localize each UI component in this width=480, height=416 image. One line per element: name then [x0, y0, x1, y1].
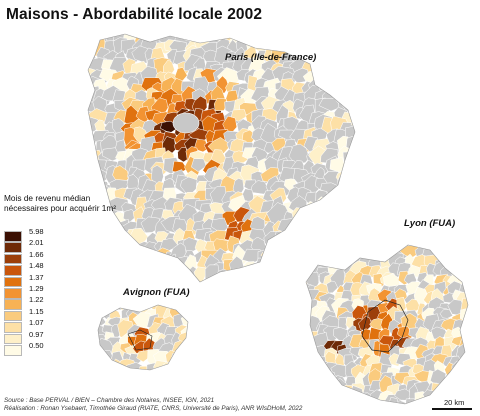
paris-region-outline	[87, 33, 356, 283]
lyon-area-outline	[305, 244, 469, 405]
avignon-area-outline	[97, 304, 189, 371]
paris-municipalities	[88, 34, 355, 282]
paris-map-label: Paris (Ile-de-France)	[225, 52, 317, 63]
paris-city-core	[172, 112, 200, 134]
lyon-core-outline	[361, 299, 409, 353]
legend-title: Mois de revenu médian nécessaires pour a…	[4, 193, 117, 214]
legend-break-label: 1.29	[29, 284, 44, 293]
legend-break-label: 0.97	[29, 329, 44, 339]
legend-break-label: 0.50	[29, 341, 44, 350]
legend-swatch	[4, 253, 22, 265]
legend-break-label: 1.22	[29, 295, 44, 305]
scale-label: 20 km	[444, 398, 465, 407]
legend-swatch	[4, 310, 22, 322]
legend-swatch	[4, 333, 22, 345]
legend-swatch	[4, 299, 22, 310]
legend-swatch	[4, 322, 22, 333]
legend-swatch	[4, 265, 22, 276]
map-title: Maisons - Abordabilité locale 2002	[6, 6, 263, 23]
legend-break-label: 1.66	[29, 249, 44, 259]
legend-swatch	[4, 242, 22, 253]
legend-swatch	[4, 345, 22, 356]
avignon-municipalities	[98, 305, 188, 370]
scale-bar	[432, 408, 472, 410]
avignon-map-label: Avignon (FUA)	[123, 287, 190, 298]
credits-realisation: Réalisation : Ronan Ysebaert, Timothée G…	[4, 405, 303, 412]
legend-break-label: 2.01	[29, 238, 44, 248]
credits-source: Source : Base PERVAL / BIEN – Chambre de…	[4, 397, 215, 404]
legend-break-label: 1.48	[29, 261, 44, 271]
lyon-municipalities	[306, 245, 468, 404]
avignon-core-outline	[127, 329, 153, 351]
legend-swatch	[4, 288, 22, 299]
legend-break-label: 1.15	[29, 306, 44, 316]
lyon-map-label: Lyon (FUA)	[404, 218, 456, 229]
legend-swatch	[4, 231, 22, 242]
legend-break-label: 5.98	[29, 227, 44, 236]
legend-swatch	[4, 276, 22, 288]
legend-break-label: 1.37	[29, 272, 44, 282]
legend-break-label: 1.07	[29, 318, 44, 328]
